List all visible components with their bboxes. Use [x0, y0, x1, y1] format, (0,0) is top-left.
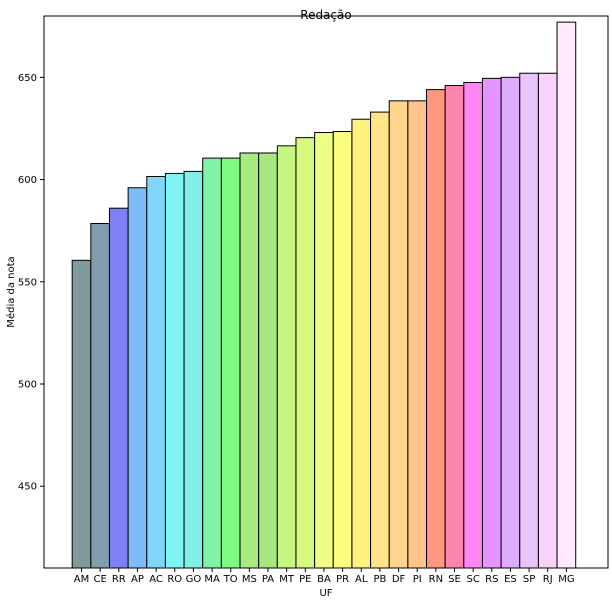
bars-group — [71, 21, 577, 569]
x-tick-label: PI — [413, 574, 422, 585]
x-tick-label: PB — [373, 574, 386, 585]
bar-pa — [258, 152, 278, 569]
bar-rj — [537, 72, 558, 569]
x-tick-label: RO — [167, 574, 182, 585]
bar-pb — [370, 111, 390, 569]
x-tick-label: SE — [448, 574, 461, 585]
bar-pe — [295, 137, 316, 569]
bar-pi — [407, 100, 428, 569]
chart-title: Redação — [300, 8, 351, 22]
x-tick-label: AM — [74, 574, 89, 585]
x-tick-label: RS — [485, 574, 498, 585]
x-tick-label: SP — [523, 574, 535, 585]
bar-mt — [276, 145, 297, 569]
x-tick-label: GO — [186, 574, 202, 585]
x-tick-label: MA — [204, 574, 220, 585]
x-tick-label: AP — [131, 574, 144, 585]
x-tick-label: BA — [317, 574, 331, 585]
x-tick-label: MT — [279, 574, 295, 585]
bar-rn — [426, 89, 446, 569]
x-axis-label: UF — [319, 588, 332, 599]
x-tick-label: PA — [262, 574, 274, 585]
bar-rs — [481, 77, 502, 569]
x-tick-label: DF — [392, 574, 406, 585]
x-tick-label: CE — [93, 574, 106, 585]
x-tick-label: SC — [466, 574, 479, 585]
bar-ce — [90, 223, 110, 569]
x-tick-label: AL — [355, 574, 368, 585]
bar-pr — [332, 131, 353, 569]
x-tick-label: RR — [112, 574, 126, 585]
bar-ro — [164, 172, 185, 569]
y-tick-label: 500 — [18, 380, 37, 391]
bar-ms — [239, 152, 260, 569]
y-tick-label: 650 — [18, 73, 37, 84]
y-axis-label: Média da nota — [5, 256, 17, 327]
x-tick-label: MS — [242, 574, 257, 585]
bar-to — [220, 157, 241, 569]
y-tick-label: 450 — [18, 482, 37, 493]
bar-al — [351, 118, 372, 569]
bar-ba — [314, 132, 334, 569]
y-tick-label: 600 — [18, 175, 37, 186]
bar-sp — [519, 72, 539, 569]
x-axis: AM CE RR AP AC RO GO MA TO MS PA MT PE BA PR AL PB DF PI RN… — [74, 568, 575, 585]
bar-rr — [108, 207, 129, 569]
x-tick-label: MG — [558, 574, 574, 585]
x-tick-label: ES — [504, 574, 517, 585]
bar-ma — [202, 157, 222, 569]
x-tick-label: PE — [299, 574, 311, 585]
x-tick-label: PR — [336, 574, 349, 585]
y-tick-label: 550 — [18, 277, 37, 288]
bar-go — [183, 170, 204, 569]
bar-df — [388, 100, 409, 569]
x-tick-label: AC — [149, 574, 163, 585]
x-tick-label: RN — [429, 574, 443, 585]
bar-sc — [463, 81, 483, 569]
x-tick-label: TO — [223, 574, 238, 585]
x-tick-label: RJ — [543, 574, 553, 585]
bar-am — [71, 259, 92, 569]
bar-es — [500, 76, 521, 569]
y-axis: 450 500 550 600 650 — [18, 73, 44, 493]
bar-mg — [556, 21, 577, 569]
bar-ac — [146, 175, 166, 569]
plot-frame — [43, 15, 609, 569]
bar-ap — [127, 187, 148, 569]
bar-se — [444, 85, 465, 569]
